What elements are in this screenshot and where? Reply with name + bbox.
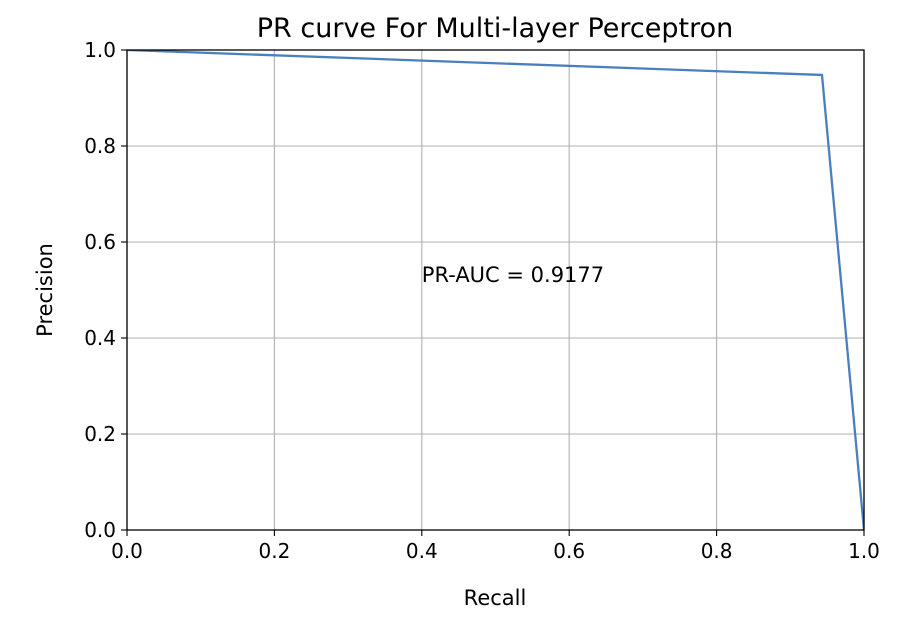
x-tick-label: 0.2 [258,539,290,563]
annotations: PR-AUC = 0.9177 [422,263,604,287]
chart-title: PR curve For Multi-layer Perceptron [257,13,733,44]
y-tick-label: 0.4 [84,326,116,350]
y-tick-label: 1.0 [84,38,116,62]
plot-frame [126,49,865,531]
x-tick-label: 0.4 [406,539,438,563]
x-tick-label: 1.0 [848,539,880,563]
grid [126,49,865,531]
y-axis-label: Precision [33,243,57,337]
pr-auc-annotation: PR-AUC = 0.9177 [422,263,604,287]
ticks: 0.0 0.2 0.4 0.6 0.8 1.0 0.0 0.2 0.4 0.6 0.8 1.0 [84,38,880,563]
y-tick-label: 0.6 [84,230,116,254]
x-tick-label: 0.0 [111,539,143,563]
y-tick-label: 0.8 [84,134,116,158]
x-tick-label: 0.6 [553,539,585,563]
y-tick-label: 0.0 [84,518,116,542]
series-layer [127,50,864,530]
y-tick-label: 0.2 [84,422,116,446]
x-axis-label: Recall [464,586,527,610]
pr-curve-line [127,50,864,530]
x-tick-label: 0.8 [701,539,733,563]
